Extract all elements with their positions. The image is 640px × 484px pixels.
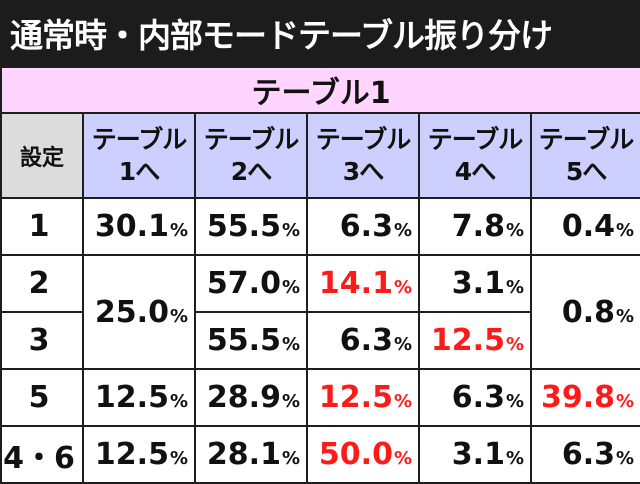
column-header-table-2: テーブル 2へ xyxy=(194,112,308,199)
table-row: 1 30.1% 55.5% 6.3% 7.8% 0.4% xyxy=(0,197,640,256)
value-cell-highlighted: 39.8% xyxy=(529,368,640,427)
value-number: 30.1 xyxy=(94,209,169,244)
percent-sign: % xyxy=(616,448,635,469)
value-number: 3.1 xyxy=(451,437,505,472)
page-title: 通常時・内部モードテーブル振り分け xyxy=(0,0,640,66)
value-number: 6.3 xyxy=(339,323,393,358)
column-header-line1: テーブル xyxy=(315,124,412,154)
value-number: 14.1 xyxy=(318,266,393,301)
setting-cell: 5 xyxy=(0,368,84,427)
value-number: 0.4 xyxy=(561,209,616,244)
value-number: 28.1 xyxy=(206,437,281,472)
percent-sign: % xyxy=(393,448,412,469)
value-number: 0.8 xyxy=(561,294,616,330)
value-cell: 3.1% xyxy=(418,425,532,484)
setting-cell: 4・6 xyxy=(0,425,84,484)
column-header-line1: テーブル xyxy=(427,124,524,154)
percent-sign: % xyxy=(616,305,635,327)
value-cell: 12.5% xyxy=(82,425,196,484)
section-header: テーブル1 xyxy=(0,66,640,114)
value-cell-merged: 25.0% xyxy=(82,254,196,370)
setting-cell: 2 xyxy=(0,254,84,313)
value-cell: 7.8% xyxy=(418,197,532,256)
value-cell: 30.1% xyxy=(82,197,196,256)
value-number: 6.3 xyxy=(561,437,616,472)
percent-sign: % xyxy=(281,334,300,355)
value-cell: 55.5% xyxy=(194,311,308,370)
percent-sign: % xyxy=(169,448,188,469)
value-number: 6.3 xyxy=(451,380,505,415)
value-number: 39.8 xyxy=(541,380,616,415)
value-cell: 6.3% xyxy=(529,425,640,484)
value-cell: 6.3% xyxy=(418,368,532,427)
value-number: 7.8 xyxy=(451,209,505,244)
value-cell: 6.3% xyxy=(306,197,420,256)
value-number: 55.5 xyxy=(206,323,281,358)
percent-sign: % xyxy=(169,220,188,241)
percent-sign: % xyxy=(393,220,412,241)
value-cell: 57.0% xyxy=(194,254,308,313)
value-cell: 12.5% xyxy=(82,368,196,427)
column-header-line2: 3へ xyxy=(342,156,384,186)
value-number: 28.9 xyxy=(206,380,281,415)
column-header-table-4: テーブル 4へ xyxy=(418,112,532,199)
column-header-line1: テーブル xyxy=(91,124,188,154)
value-cell: 3.1% xyxy=(418,254,532,313)
value-number: 12.5 xyxy=(94,437,169,472)
percent-sign: % xyxy=(169,391,188,412)
value-cell: 55.5% xyxy=(194,197,308,256)
percent-sign: % xyxy=(393,277,412,298)
column-header-line1: テーブル xyxy=(203,124,300,154)
value-number: 25.0 xyxy=(94,294,169,330)
value-number: 55.5 xyxy=(206,209,281,244)
value-number: 12.5 xyxy=(430,323,505,358)
setting-cell: 3 xyxy=(0,311,84,370)
table-row: 3 55.5% 6.3% 12.5% xyxy=(0,311,640,370)
percent-sign: % xyxy=(505,391,524,412)
value-number: 12.5 xyxy=(318,380,393,415)
value-cell-merged: 0.8% xyxy=(529,254,640,370)
column-header-table-5: テーブル 5へ xyxy=(529,112,640,199)
value-number: 50.0 xyxy=(318,437,393,472)
value-cell: 6.3% xyxy=(306,311,420,370)
column-header-line2: 4へ xyxy=(454,156,496,186)
percent-sign: % xyxy=(616,391,635,412)
percent-sign: % xyxy=(505,334,524,355)
percent-sign: % xyxy=(505,277,524,298)
value-cell-highlighted: 12.5% xyxy=(306,368,420,427)
percent-sign: % xyxy=(505,220,524,241)
table-row: 2 25.0% 57.0% 14.1% 3.1% 0.8% xyxy=(0,254,640,370)
percent-sign: % xyxy=(281,448,300,469)
column-header-line2: 2へ xyxy=(230,156,272,186)
percent-sign: % xyxy=(616,220,635,241)
value-cell-highlighted: 12.5% xyxy=(418,311,532,370)
value-number: 57.0 xyxy=(206,266,281,301)
table-distribution-grid: テーブル1 設定 テーブル 1へ テーブル 2へ テーブル 3へ テーブル 4へ… xyxy=(0,66,640,484)
value-cell: 28.1% xyxy=(194,425,308,484)
column-header-line1: テーブル xyxy=(538,124,635,154)
value-number: 12.5 xyxy=(94,380,169,415)
percent-sign: % xyxy=(169,305,188,327)
value-number: 3.1 xyxy=(451,266,505,301)
column-header-line2: 5へ xyxy=(565,156,607,186)
percent-sign: % xyxy=(393,334,412,355)
setting-column-header: 設定 xyxy=(0,112,84,199)
percent-sign: % xyxy=(505,448,524,469)
value-cell-highlighted: 14.1% xyxy=(306,254,420,313)
percent-sign: % xyxy=(393,391,412,412)
column-header-line2: 1へ xyxy=(118,156,160,186)
column-header-table-1: テーブル 1へ xyxy=(82,112,196,199)
value-cell-highlighted: 50.0% xyxy=(306,425,420,484)
percent-sign: % xyxy=(281,277,300,298)
table-row: 5 12.5% 28.9% 12.5% 6.3% 39.8% xyxy=(0,368,640,427)
column-header-table-3: テーブル 3へ xyxy=(306,112,420,199)
setting-cell: 1 xyxy=(0,197,84,256)
percent-sign: % xyxy=(281,220,300,241)
percent-sign: % xyxy=(281,391,300,412)
table-row: 4・6 12.5% 28.1% 50.0% 3.1% 6.3% xyxy=(0,425,640,484)
value-cell: 28.9% xyxy=(194,368,308,427)
value-cell: 0.4% xyxy=(529,197,640,256)
value-number: 6.3 xyxy=(339,209,393,244)
